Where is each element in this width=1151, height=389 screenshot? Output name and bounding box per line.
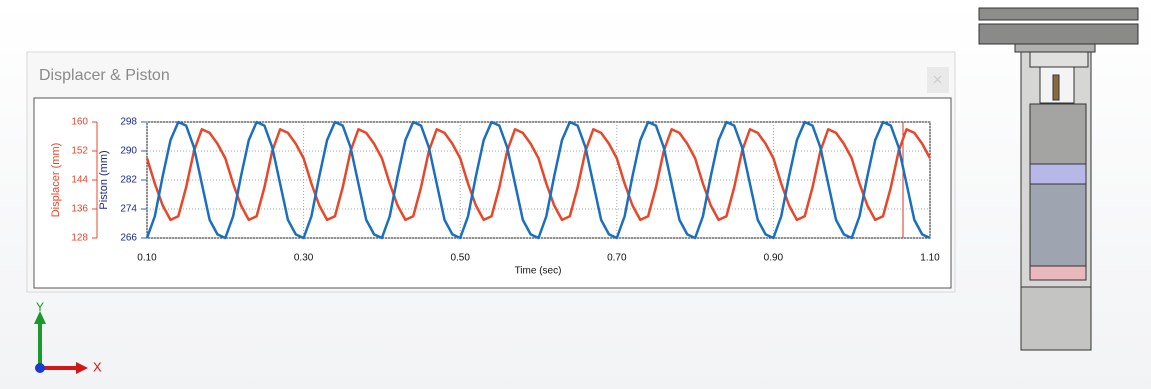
x-axis-title: Time (sec) <box>515 266 562 277</box>
x-tick-label: 0.10 <box>137 253 157 264</box>
triad-y-label: Y <box>36 300 44 314</box>
window-title: Displacer & Piston <box>39 67 170 84</box>
y2-tick-label: 282 <box>120 175 137 186</box>
x-tick-label: 0.30 <box>294 253 314 264</box>
y-tick-label: 144 <box>71 175 88 186</box>
y-tick-label: 136 <box>71 204 88 215</box>
y2-tick-label: 266 <box>120 233 137 244</box>
x-tick-label: 0.70 <box>607 253 627 264</box>
x-tick-label: 0.50 <box>450 253 470 264</box>
y-tick-label: 160 <box>71 117 88 128</box>
x-tick-label: 1.10 <box>920 253 940 264</box>
y-tick-label: 152 <box>71 146 88 157</box>
x-tick-label: 0.90 <box>764 253 784 264</box>
page: {"chart_data": {"type": "line", "title":… <box>0 0 1151 389</box>
triad-x-label: X <box>93 359 102 374</box>
y2-axis-title: Piston (mm) <box>98 150 110 209</box>
screen: Y X Displacer & Piston Displacer (mm) Pi… <box>0 0 1151 389</box>
y-axis-title: Displacer (mm) <box>50 143 62 218</box>
y2-tick-label: 298 <box>120 117 137 128</box>
y2-tick-label: 274 <box>120 204 137 215</box>
y2-tick-label: 290 <box>120 146 137 157</box>
y-tick-label: 128 <box>71 233 88 244</box>
